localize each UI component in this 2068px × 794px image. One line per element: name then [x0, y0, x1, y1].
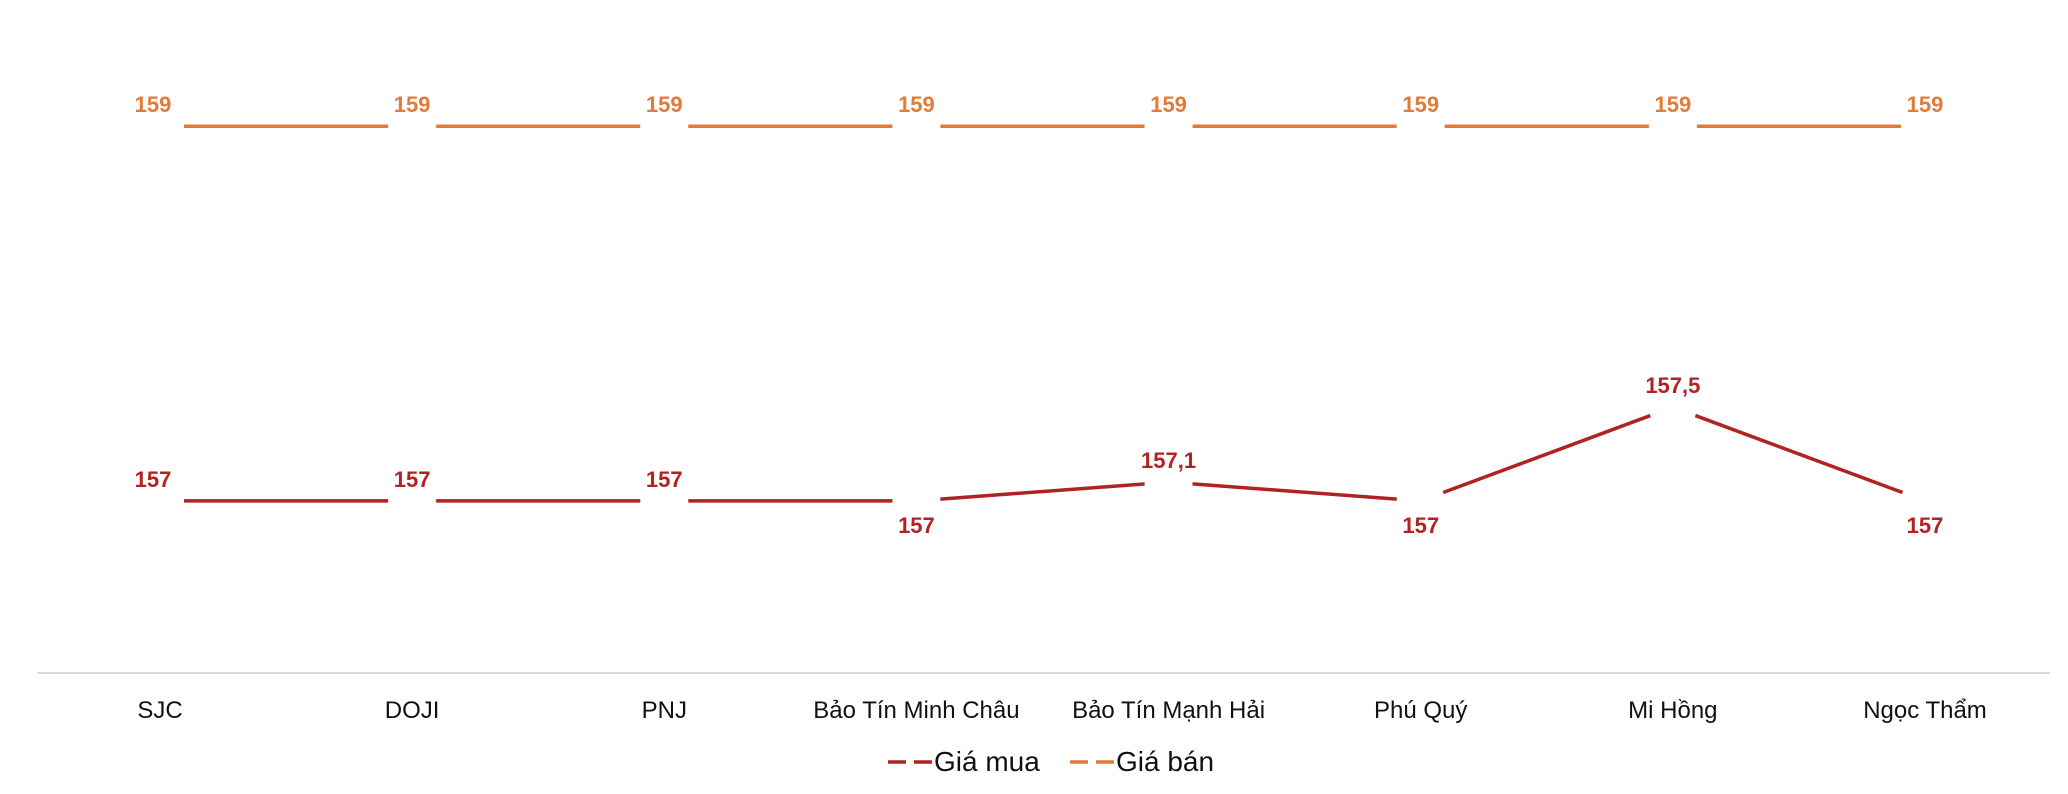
series-segment [940, 482, 1145, 501]
data-label: 157 [646, 467, 683, 492]
data-label: 157,5 [1645, 373, 1700, 398]
x-tick-layer: SJC DOJI PNJ Bảo Tín Minh Châu Bảo Tín Mạnh … [137, 697, 1986, 724]
legend-label: Giá mua [934, 746, 1040, 777]
data-label: 157 [898, 513, 935, 538]
data-label: 157 [1907, 513, 1944, 538]
data-label-layer: 157 157 157 157 157,1 157 157,5 157 159 159 159 159… [135, 92, 1944, 538]
series-segment [1442, 413, 1651, 495]
data-label: 159 [394, 92, 431, 117]
data-label: 159 [135, 92, 172, 117]
legend-item: Giá bán [1070, 746, 1214, 777]
x-tick-label: DOJI [385, 697, 440, 724]
legend: Giá mua Giá bán [888, 746, 1214, 777]
data-label: 159 [898, 92, 935, 117]
data-label: 159 [646, 92, 683, 117]
x-tick-label: Bảo Tín Minh Châu [813, 697, 1019, 724]
x-tick-label: Mi Hồng [1628, 697, 1717, 724]
series-segment [1192, 482, 1397, 501]
x-tick-label: Phú Quý [1374, 697, 1467, 724]
legend-label: Giá bán [1116, 746, 1214, 777]
x-tick-label: Ngọc Thẩm [1863, 697, 1987, 724]
data-label: 159 [1907, 92, 1944, 117]
x-tick-label: PNJ [642, 697, 687, 724]
data-label: 157 [394, 467, 431, 492]
data-label: 159 [1402, 92, 1439, 117]
legend-item: Giá mua [888, 746, 1040, 777]
series-gia-mua [184, 413, 1904, 503]
data-label: 159 [1654, 92, 1691, 117]
data-label: 157 [1402, 513, 1439, 538]
series-layer [184, 124, 1904, 503]
series-segment [1694, 413, 1904, 495]
data-label: 157 [135, 467, 172, 492]
x-tick-label: Bảo Tín Mạnh Hải [1072, 697, 1265, 724]
data-label: 159 [1150, 92, 1187, 117]
data-label: 157,1 [1141, 448, 1196, 473]
x-tick-label: SJC [137, 697, 182, 724]
